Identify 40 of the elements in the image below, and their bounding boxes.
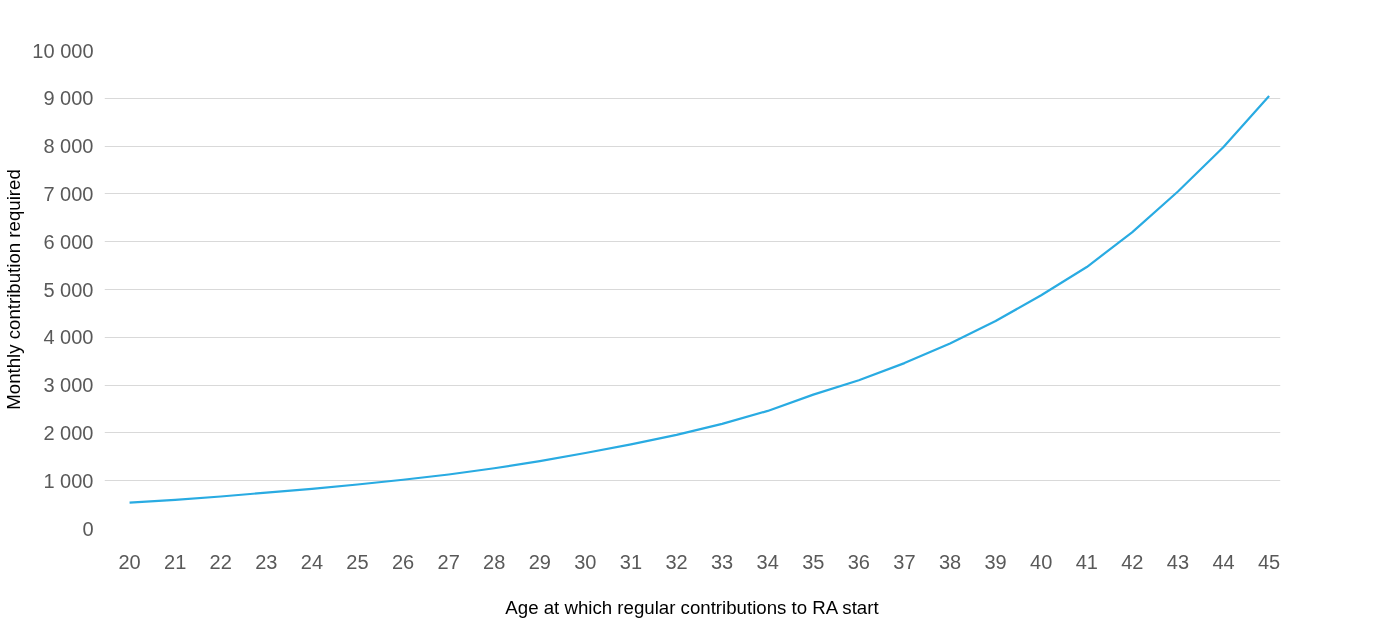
line-series bbox=[128, 94, 1271, 504]
y-tick-label: 7 000 bbox=[43, 182, 94, 205]
x-axis-title: Age at which regular contributions to RA start bbox=[505, 596, 880, 618]
x-tick-label: 23 bbox=[255, 550, 278, 573]
x-tick-label: 33 bbox=[711, 550, 734, 573]
x-tick-label: 21 bbox=[164, 550, 187, 573]
x-tick-label: 30 bbox=[574, 550, 597, 573]
y-tick-label: 4 000 bbox=[43, 326, 94, 349]
x-tick-label: 25 bbox=[346, 550, 369, 573]
x-tick-label: 35 bbox=[802, 550, 825, 573]
x-tick-label: 29 bbox=[528, 550, 551, 573]
y-tick-label: 0 bbox=[82, 517, 94, 540]
x-tick-label: 32 bbox=[665, 550, 688, 573]
y-axis-title: Monthly contribution required bbox=[3, 169, 25, 410]
y-tick-label: 1 000 bbox=[43, 469, 94, 492]
x-tick-label: 24 bbox=[300, 550, 324, 573]
x-tick-label: 43 bbox=[1166, 550, 1190, 573]
x-tick-label: 27 bbox=[437, 550, 460, 573]
x-tick-label: 22 bbox=[209, 550, 232, 573]
x-tick-label: 34 bbox=[756, 550, 779, 573]
x-tick-label: 37 bbox=[893, 550, 916, 573]
x-tick-label: 31 bbox=[619, 550, 643, 573]
y-tick-label: 6 000 bbox=[43, 230, 94, 253]
y-tick-label: 8 000 bbox=[43, 135, 94, 158]
y-tick-label: 3 000 bbox=[43, 374, 94, 397]
x-tick-label: 20 bbox=[118, 550, 141, 573]
x-tick-label: 45 bbox=[1257, 550, 1281, 573]
x-tick-label: 44 bbox=[1212, 550, 1235, 573]
x-tick-label: 28 bbox=[483, 550, 506, 573]
x-tick-label: 26 bbox=[391, 550, 415, 573]
x-tick-label: 38 bbox=[938, 550, 962, 573]
y-tick-label: 10 000 bbox=[32, 39, 94, 62]
y-tick-label: 5 000 bbox=[43, 278, 94, 301]
x-tick-label: 39 bbox=[984, 550, 1007, 573]
y-tick-label: 9 000 bbox=[43, 87, 94, 110]
x-tick-label: 42 bbox=[1121, 550, 1144, 573]
x-tick-label: 41 bbox=[1075, 550, 1098, 573]
y-tick-label: 2 000 bbox=[43, 421, 94, 444]
x-tick-label: 40 bbox=[1030, 550, 1053, 573]
x-tick-label: 36 bbox=[847, 550, 870, 573]
